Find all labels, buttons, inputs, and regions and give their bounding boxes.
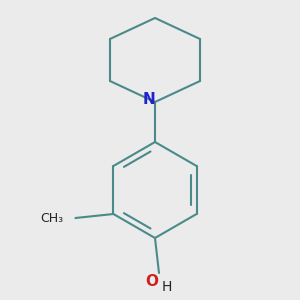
Text: H: H (162, 280, 172, 294)
Text: N: N (142, 92, 155, 107)
Text: CH₃: CH₃ (40, 212, 63, 224)
Text: O: O (146, 274, 158, 289)
